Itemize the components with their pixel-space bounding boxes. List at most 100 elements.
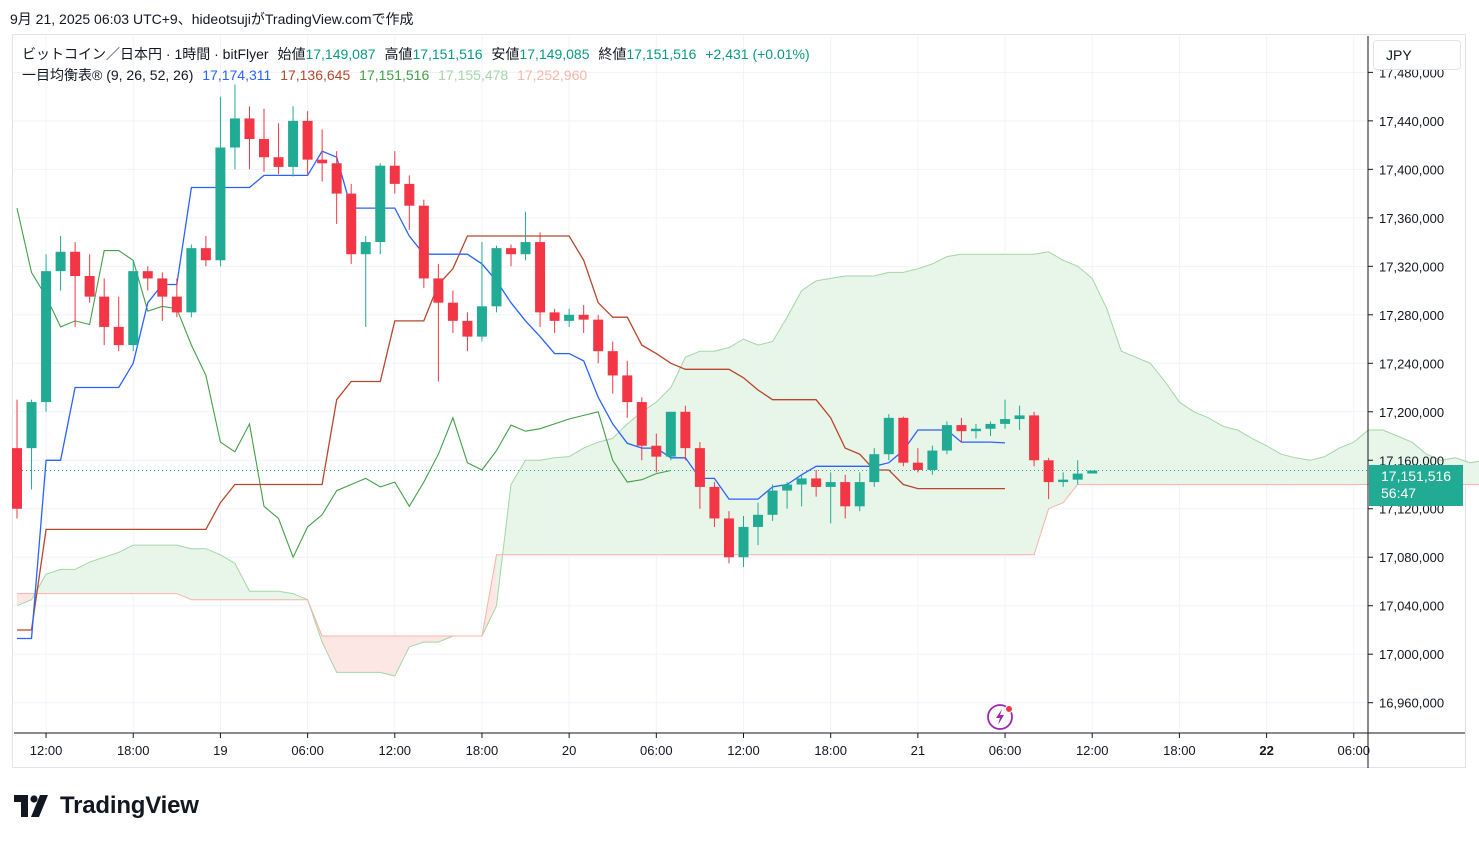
candle-body xyxy=(476,306,487,337)
cloud-segment-bullish xyxy=(191,548,207,600)
cloud-segment-bullish xyxy=(1019,253,1035,556)
candle-body xyxy=(273,157,284,167)
candle-body xyxy=(869,454,880,483)
candle-body xyxy=(55,251,66,272)
legend-high-label: 高値 xyxy=(384,46,413,62)
cloud-segment-bearish xyxy=(350,635,367,673)
candle-body xyxy=(462,320,473,337)
cloud-segment-bullish xyxy=(234,563,250,600)
candle-body xyxy=(1029,415,1040,461)
lightning-icon[interactable] xyxy=(986,702,1016,732)
y-tick-label: 17,440,000 xyxy=(1379,114,1444,129)
cloud-segment-bullish xyxy=(917,263,933,556)
y-tick-label: 17,280,000 xyxy=(1379,308,1444,323)
cloud-segment-bullish xyxy=(539,457,555,556)
legend-indicator[interactable]: 一目均衡表® (9, 26, 52, 26) xyxy=(22,67,194,83)
chart-frame xyxy=(12,34,1466,768)
cloud-segment-bullish xyxy=(1280,453,1296,485)
chart-caption: 9月 21, 2025 06:03 UTC+9、hideotsujiがTradi… xyxy=(10,11,414,27)
candle-body xyxy=(738,526,749,558)
cloud-segment-bullish xyxy=(1135,356,1151,485)
legend-low-label: 安値 xyxy=(491,46,520,62)
bar-countdown: 56:47 xyxy=(1381,485,1417,501)
cloud-segment-bullish xyxy=(844,275,861,556)
cloud-segment-bullish xyxy=(1193,411,1209,485)
cloud-segment-bullish xyxy=(132,544,149,594)
cloud-segment-bullish xyxy=(1469,460,1479,485)
cloud-segment-bullish xyxy=(1251,437,1267,485)
brand[interactable]: TradingView xyxy=(14,792,199,820)
candle-body xyxy=(244,118,255,140)
cloud-segment-bearish xyxy=(16,593,32,607)
x-tick-label: 06:00 xyxy=(1337,743,1370,758)
price-axis: 16,960,000 17,000,000 17,040,000 17,080,000… xyxy=(1367,36,1444,768)
y-tick-label: 17,200,000 xyxy=(1379,405,1444,420)
candle-body xyxy=(622,375,633,403)
cloud-segment-bullish xyxy=(89,556,105,594)
candle-body xyxy=(26,402,37,449)
legend-tenkan: 17,174,311 xyxy=(202,67,272,83)
candle-body xyxy=(883,417,894,455)
candle-body xyxy=(535,242,546,313)
x-tick-label: 22 xyxy=(1259,743,1273,758)
cloud-segment-bullish xyxy=(1266,445,1282,485)
candle-body xyxy=(229,118,240,148)
currency-button[interactable]: JPY xyxy=(1373,40,1461,70)
legend-span-a: 17,155,478 xyxy=(438,67,509,83)
cloud-segment-bullish xyxy=(74,561,90,594)
candle-body xyxy=(157,278,168,297)
y-tick-label: 17,040,000 xyxy=(1379,599,1444,614)
cloud-segment-bearish xyxy=(423,635,439,643)
cloud-segment-bullish xyxy=(510,459,526,556)
cloud-segment-bullish xyxy=(815,278,831,556)
candle-body xyxy=(99,296,110,327)
cloud-segment-bullish xyxy=(597,438,614,556)
candle-body xyxy=(956,425,967,432)
cloud-segment-bearish xyxy=(336,635,352,673)
candle-body xyxy=(360,242,371,255)
cloud-segment-bullish xyxy=(147,544,163,594)
legend-kijun: 17,136,645 xyxy=(280,67,351,83)
cloud-segment-bullish xyxy=(103,551,120,594)
candle-body xyxy=(985,423,996,429)
candle-body xyxy=(709,486,720,519)
candle-body xyxy=(171,296,182,313)
legend-open-label: 始値 xyxy=(277,46,306,62)
candle-body xyxy=(825,482,836,487)
cloud-segment-bullish xyxy=(1295,457,1311,485)
senkou-span-b-line xyxy=(17,484,1479,637)
last-price: 17,151,516 xyxy=(1381,468,1452,484)
candle-body xyxy=(840,482,851,507)
indicator-lines xyxy=(14,150,1479,677)
cloud-segment-bullish xyxy=(1150,362,1166,485)
legend-close: 17,151,516 xyxy=(626,46,697,62)
y-tick-label: 17,240,000 xyxy=(1379,356,1444,371)
candle-body xyxy=(331,163,342,194)
cloud-segment-bullish xyxy=(990,253,1006,556)
candle-body xyxy=(215,147,226,261)
cloud-segment-bullish xyxy=(1222,425,1238,485)
candle-body xyxy=(70,251,81,277)
cloud-segment-bullish xyxy=(525,459,541,556)
legend-symbol-row: ビットコイン／日本円 · 1時間 · bitFlyer 始値17,149,087… xyxy=(22,44,815,65)
candle-body xyxy=(113,326,124,346)
cloud-segment-bullish xyxy=(1164,380,1180,485)
candle-body xyxy=(317,159,328,164)
x-tick-label: 18:00 xyxy=(814,743,847,758)
cloud-segment-bearish xyxy=(394,635,410,677)
candle-body xyxy=(302,120,313,160)
cloud-segment-bullish xyxy=(975,253,991,556)
cloud-segment-bullish xyxy=(772,316,788,556)
candle-body xyxy=(782,484,793,491)
candle-body xyxy=(767,490,778,515)
candle-body xyxy=(723,518,734,558)
cloud-segment-bullish xyxy=(263,590,279,600)
cloud-segment-bullish xyxy=(1324,447,1340,485)
kumo-cloud xyxy=(16,251,1479,677)
legend-symbol[interactable]: ビットコイン／日本円 · 1時間 · bitFlyer xyxy=(22,46,269,62)
candle-body xyxy=(607,351,618,376)
cloud-segment-bullish xyxy=(1120,350,1137,485)
candle-body xyxy=(680,411,691,449)
candle-body xyxy=(142,271,153,279)
